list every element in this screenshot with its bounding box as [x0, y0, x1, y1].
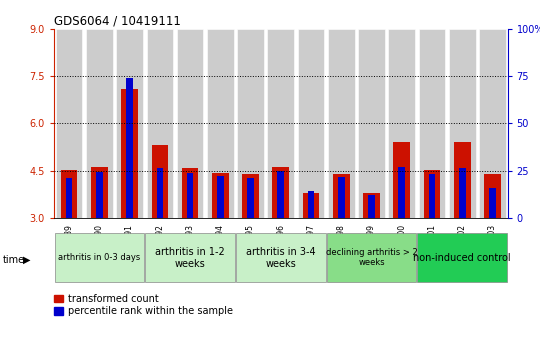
- Text: arthritis in 0-3 days: arthritis in 0-3 days: [58, 253, 140, 262]
- Bar: [66, 178, 72, 218]
- Bar: [96, 172, 103, 218]
- Bar: [429, 174, 435, 218]
- Bar: [267, 29, 294, 218]
- Bar: [399, 167, 405, 218]
- Bar: [212, 173, 228, 218]
- Bar: [418, 29, 445, 218]
- Text: arthritis in 3-4
weeks: arthritis in 3-4 weeks: [246, 247, 315, 269]
- Bar: [298, 29, 325, 218]
- Text: non-induced control: non-induced control: [414, 253, 511, 263]
- Text: arthritis in 1-2
weeks: arthritis in 1-2 weeks: [155, 247, 225, 269]
- Bar: [368, 195, 375, 218]
- Bar: [182, 168, 198, 218]
- Bar: [449, 29, 476, 218]
- Legend: transformed count, percentile rank within the sample: transformed count, percentile rank withi…: [54, 294, 233, 317]
- Bar: [247, 178, 254, 218]
- Bar: [145, 233, 235, 282]
- Text: GDS6064 / 10419111: GDS6064 / 10419111: [54, 15, 181, 28]
- Bar: [328, 29, 355, 218]
- Bar: [454, 142, 470, 218]
- Bar: [308, 191, 314, 218]
- Bar: [122, 89, 138, 218]
- Text: declining arthritis > 2
weeks: declining arthritis > 2 weeks: [326, 248, 417, 268]
- Bar: [116, 29, 143, 218]
- Bar: [417, 233, 507, 282]
- Bar: [236, 233, 326, 282]
- Bar: [237, 29, 264, 218]
- Bar: [273, 167, 289, 218]
- Bar: [146, 29, 173, 218]
- Bar: [242, 174, 259, 218]
- Bar: [479, 29, 506, 218]
- Bar: [394, 142, 410, 218]
- Bar: [459, 168, 465, 218]
- Bar: [484, 174, 501, 218]
- Bar: [86, 29, 113, 218]
- Bar: [126, 78, 133, 218]
- Bar: [424, 170, 440, 218]
- Bar: [278, 171, 284, 218]
- Bar: [187, 173, 193, 218]
- Bar: [91, 167, 107, 218]
- Bar: [56, 29, 83, 218]
- Bar: [177, 29, 204, 218]
- Bar: [217, 176, 224, 218]
- Bar: [327, 233, 416, 282]
- Bar: [388, 29, 415, 218]
- Bar: [55, 233, 144, 282]
- Bar: [489, 188, 496, 218]
- Bar: [358, 29, 385, 218]
- Bar: [363, 193, 380, 218]
- Bar: [333, 174, 349, 218]
- Bar: [303, 193, 319, 218]
- Bar: [61, 170, 77, 218]
- Bar: [207, 29, 234, 218]
- Bar: [152, 146, 168, 218]
- Text: time: time: [3, 254, 25, 265]
- Text: ▶: ▶: [23, 254, 30, 265]
- Bar: [157, 168, 163, 218]
- Bar: [338, 177, 345, 218]
